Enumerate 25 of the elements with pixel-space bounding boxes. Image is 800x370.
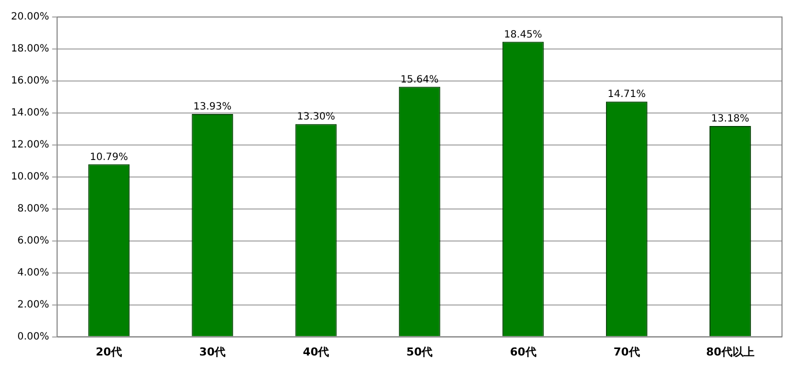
x-tick-label: 70代 [614,345,640,358]
data-label: 15.64% [400,74,439,86]
data-label: 13.93% [193,102,232,113]
x-tick-label: 80代以上 [706,345,754,358]
data-label: 14.71% [608,89,646,100]
x-tick-label: 40代 [302,345,330,358]
y-tick-label: 12.00% [10,140,50,151]
y-tick-label: 10.00% [10,171,50,182]
y-tick-label: 20.00% [10,12,50,23]
y-tick-label: 4.00% [17,267,50,278]
data-label: 13.18% [711,114,750,125]
y-tick-label: 16.00% [10,76,50,87]
x-tick-label: 30代 [199,345,226,358]
y-tick-label: 6.00% [17,235,50,246]
data-label: 10.79% [90,152,128,163]
x-tick-label: 60代 [510,345,536,358]
y-tick-label: 2.00% [17,299,50,310]
y-tick-label: 14.00% [10,108,50,119]
y-tick-label: 8.00% [17,203,50,214]
data-label: 13.30% [296,112,336,123]
data-label: 18.45% [504,29,542,40]
x-tick-label: 20代 [96,345,122,358]
y-tick-label: 0.00% [17,331,50,342]
y-tick-label: 18.00% [10,44,50,55]
x-tick-label: 50代 [406,345,433,358]
